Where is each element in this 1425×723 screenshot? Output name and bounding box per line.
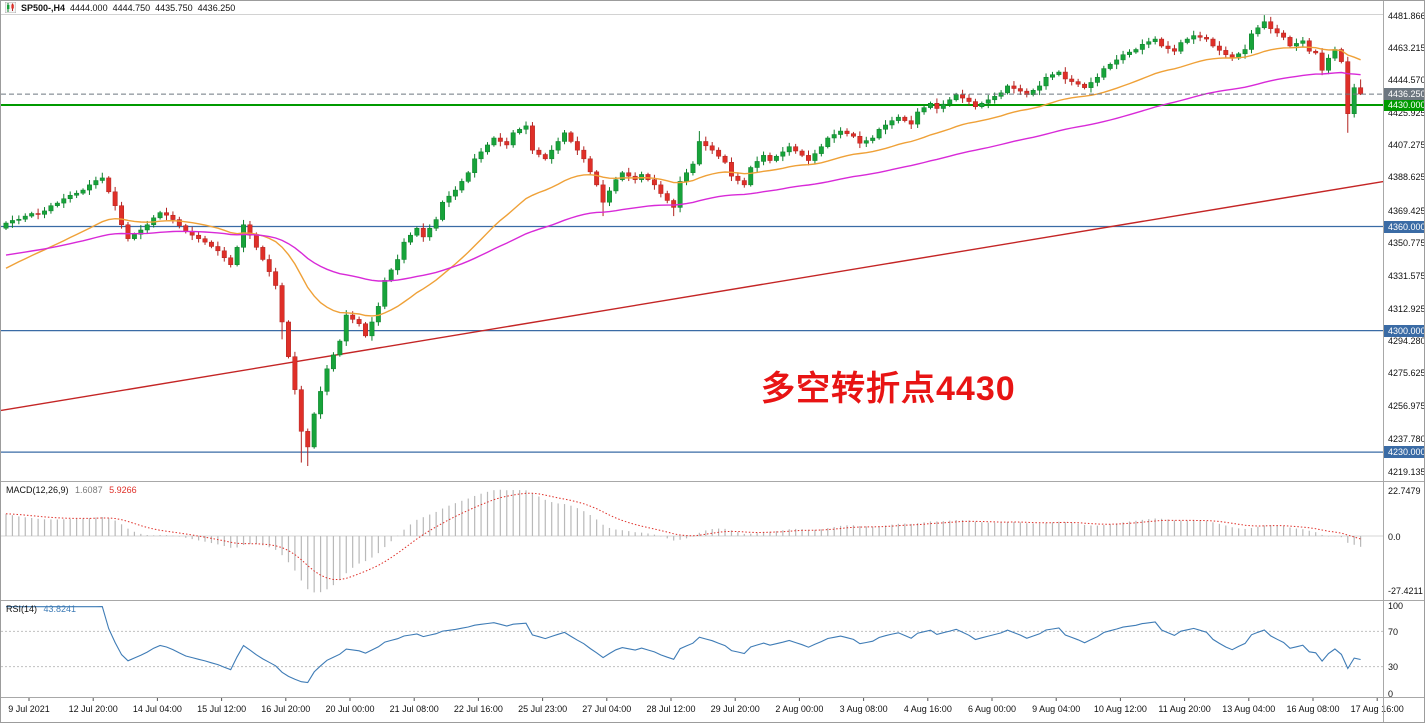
time-label: 15 Jul 12:00	[197, 704, 247, 714]
macd-value-main: 1.6087	[75, 485, 103, 495]
y-axis-label: 4463.215	[1388, 42, 1425, 53]
annotation-text: 多空转折点4430	[761, 370, 1016, 408]
main-macd-separator[interactable]	[1, 481, 1424, 482]
macd-axis-label: 22.7479	[1388, 486, 1421, 496]
time-label: 29 Jul 20:00	[710, 704, 760, 714]
time-label: 6 Aug 00:00	[967, 704, 1017, 714]
price-badge-4300.000: 4300.000	[1384, 324, 1424, 337]
rsi-line	[6, 606, 1361, 684]
y-axis-label: 4481.866	[1388, 10, 1425, 21]
macd-axis-label: -27.4211	[1388, 586, 1423, 597]
time-label: 13 Aug 04:00	[1222, 704, 1276, 714]
ma-darkred	[1, 180, 1385, 412]
rsi-header: RSI(14) 43.8241	[6, 604, 76, 614]
price-badge-4360.000: 4360.000	[1384, 220, 1424, 233]
macd-rsi-separator[interactable]	[1, 600, 1424, 601]
time-label: 10 Aug 12:00	[1093, 704, 1147, 714]
y-axis-label: 4369.425	[1388, 205, 1425, 216]
time-label: 4 Aug 16:00	[903, 704, 952, 714]
ohlc-high: 4444.750	[112, 2, 151, 13]
time-label: 12 Jul 20:00	[68, 704, 118, 714]
y-axis-label: 4294.280	[1388, 336, 1425, 347]
ma-magenta	[5, 71, 1361, 282]
candlestick-chart-icon	[5, 2, 16, 13]
trend-layer	[1, 180, 1385, 412]
ma-layer	[5, 46, 1361, 317]
price-badge-4230.000: 4230.000	[1384, 446, 1424, 459]
y-axis-label: 4275.625	[1388, 368, 1425, 379]
header-divider	[1, 14, 1384, 15]
time-label: 3 Aug 08:00	[839, 704, 888, 714]
rsi-timeaxis-separator	[1, 697, 1424, 698]
y-axis-label: 4407.275	[1388, 139, 1425, 150]
current-price-badge: 4436.250	[1384, 88, 1424, 101]
price-badge-4430.000: 4430.000	[1384, 99, 1424, 112]
rsi-value: 43.8241	[43, 604, 77, 614]
price-axis-divider	[1383, 1, 1384, 722]
symbol-period-label: SP500-,H4	[21, 2, 66, 13]
y-axis-label: 4388.625	[1388, 172, 1425, 183]
ohlc-open: 4444.000	[70, 2, 108, 13]
y-axis-label: 4312.925	[1388, 303, 1425, 314]
time-label: 17 Aug 16:00	[1350, 704, 1404, 714]
ohlc-low: 4435.750	[155, 2, 193, 13]
time-label: 16 Aug 08:00	[1286, 704, 1340, 714]
y-axis-label: 4237.780	[1388, 434, 1425, 445]
time-label: 11 Aug 20:00	[1158, 704, 1211, 714]
macd-label: MACD(12,26,9)	[6, 485, 69, 495]
rsi-label: RSI(14)	[6, 604, 38, 614]
time-label: 21 Jul 08:00	[389, 704, 439, 714]
ohlc-close: 4436.250	[197, 2, 236, 13]
time-label: 25 Jul 23:00	[518, 704, 568, 714]
price-axis[interactable]: 4481.866 4463.215 4444.570 4425.925 4407.275…	[1384, 1, 1425, 722]
rsi-axis-label: 100	[1388, 600, 1404, 611]
y-axis-label: 4256.975	[1388, 400, 1425, 411]
y-axis-label: 4425.925	[1388, 107, 1425, 118]
time-label: 16 Jul 20:00	[261, 704, 311, 714]
macd-value-signal: 5.9266	[109, 485, 137, 495]
time-label: 14 Jul 04:00	[132, 704, 182, 714]
rsi-axis-label: 30	[1388, 662, 1399, 673]
rsi-layer	[1, 606, 1384, 684]
macd-header: MACD(12,26,9) 1.6087 5.9266	[6, 485, 137, 495]
time-label: 28 Jul 12:00	[646, 704, 696, 714]
time-label: 9 Jul 2021	[8, 704, 50, 714]
time-label: 20 Jul 00:00	[325, 704, 375, 714]
y-axis-label: 4219.135	[1388, 466, 1425, 477]
rsi-axis-label: 70	[1388, 626, 1399, 637]
time-axis[interactable]: 9 Jul 2021 12 Jul 20:00 14 Jul 04:00 15 Jul…	[1, 700, 1424, 722]
symbol-header: SP500-,H4 4444.000 4444.750 4435.750 443…	[5, 2, 235, 13]
ma-orange	[5, 46, 1361, 317]
rsi-axis-label: 0	[1388, 688, 1394, 699]
y-axis-label: 4444.570	[1388, 75, 1425, 86]
hlines-layer	[1, 104, 1384, 453]
macd-layer	[1, 489, 1384, 593]
candles-layer	[3, 15, 1364, 467]
time-label: 2 Aug 00:00	[775, 704, 824, 714]
time-label: 27 Jul 04:00	[582, 704, 632, 714]
macd-axis-label: 0.0	[1388, 531, 1401, 542]
macd-signal-line	[5, 492, 1361, 581]
time-label: 22 Jul 16:00	[453, 704, 503, 714]
y-axis-label: 4331.575	[1388, 271, 1425, 282]
y-axis-label: 4350.775	[1388, 238, 1425, 249]
time-label: 9 Aug 04:00	[1032, 704, 1081, 714]
